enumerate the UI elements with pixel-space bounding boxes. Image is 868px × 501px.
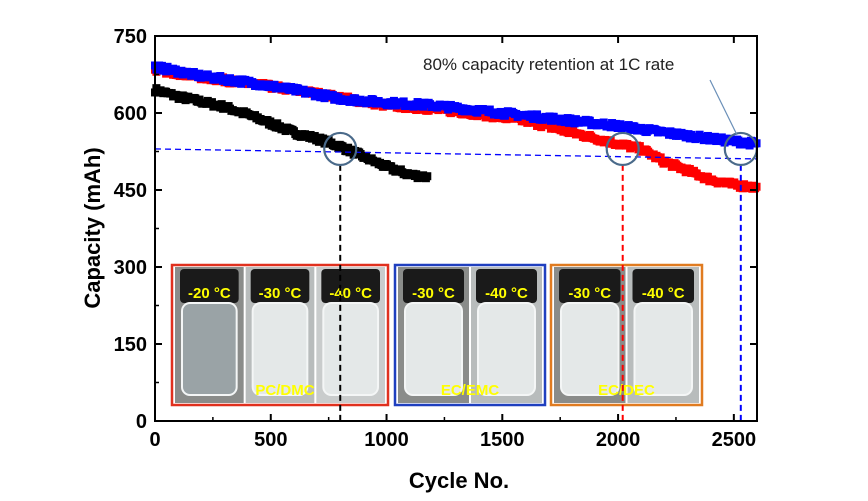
temperature-label: -40 °C <box>329 285 372 302</box>
vial-cap <box>559 269 621 303</box>
vial-body <box>322 302 380 396</box>
data-point-blue <box>171 65 180 74</box>
vial-body <box>633 302 693 396</box>
inset-ec-emc: -30 °C -40 °C EC/EMC <box>393 263 547 407</box>
series-blue <box>151 61 761 150</box>
data-point-red <box>396 104 405 113</box>
inset-border <box>393 263 547 407</box>
y-tick-label: 0 <box>136 411 147 433</box>
vial-body <box>560 302 620 396</box>
inset-photos: -20 °C -30 °C -40 °C PC/DMC -30 °C -40 °C EC/E… <box>170 263 704 407</box>
x-tick-label: 500 <box>254 429 287 451</box>
y-tick-label: 750 <box>114 26 147 48</box>
x-tick-label: 2500 <box>712 429 757 451</box>
vial-body <box>181 302 238 396</box>
x-tick-label: 0 <box>149 429 160 451</box>
temperature-label: -30 °C <box>259 285 302 302</box>
vial-body <box>477 302 536 396</box>
cycle-marker-circle <box>323 131 358 167</box>
x-tick-label: 1500 <box>480 429 525 451</box>
data-point-blue <box>527 110 536 119</box>
vial-cap <box>476 269 537 303</box>
inset-ec-dec: -30 °C -40 °C EC/DEC <box>549 263 704 407</box>
data-point-blue <box>533 110 542 119</box>
x-tick-label: 1000 <box>364 429 409 451</box>
solvent-label: PC/DMC <box>255 382 314 399</box>
data-point-blue <box>389 96 398 105</box>
vial-cap <box>321 269 380 303</box>
cycle-marker-circle <box>605 131 640 167</box>
data-point-black <box>423 172 432 181</box>
temperature-label: -20 °C <box>188 285 231 302</box>
vial-cap <box>250 269 310 303</box>
retention-line <box>154 148 758 160</box>
overlay-layer <box>154 79 758 421</box>
vial-cap <box>632 269 694 303</box>
inset-border <box>549 263 704 407</box>
solvent-label: EC/EMC <box>441 382 500 399</box>
data-point-blue <box>703 131 712 140</box>
x-axis-title: Cycle No. <box>409 468 509 493</box>
y-tick-label: 450 <box>114 180 147 202</box>
y-tick-label: 150 <box>114 334 147 356</box>
vial-body <box>404 302 463 396</box>
data-point-blue <box>745 141 754 150</box>
data-point-blue <box>157 61 166 70</box>
temperature-label: -30 °C <box>568 285 611 302</box>
data-point-blue <box>624 121 633 130</box>
inset-border <box>170 263 390 407</box>
y-axis-title: Capacity (mAh) <box>80 147 105 308</box>
vial-cap <box>180 269 239 303</box>
axes-layer: 0 150 300 450 600 750 0 500 1000 1500 2000 2500 <box>114 26 758 451</box>
temperature-label: -30 °C <box>412 285 455 302</box>
solvent-label: EC/DEC <box>598 382 655 399</box>
retention-annotation: 80% capacity retention at 1C rate <box>423 55 674 74</box>
annotation-arrow <box>709 79 738 136</box>
vial-body <box>251 302 309 396</box>
y-tick-label: 300 <box>114 257 147 279</box>
x-tick-label: 2000 <box>596 429 641 451</box>
inset-pc-dmc: -20 °C -30 °C -40 °C PC/DMC <box>170 263 390 407</box>
temperature-label: -40 °C <box>642 285 685 302</box>
y-tick-label: 600 <box>114 103 147 125</box>
temperature-label: -40 °C <box>485 285 528 302</box>
vial-cap <box>403 269 464 303</box>
data-point-red <box>635 142 644 151</box>
data-layer <box>151 61 761 193</box>
